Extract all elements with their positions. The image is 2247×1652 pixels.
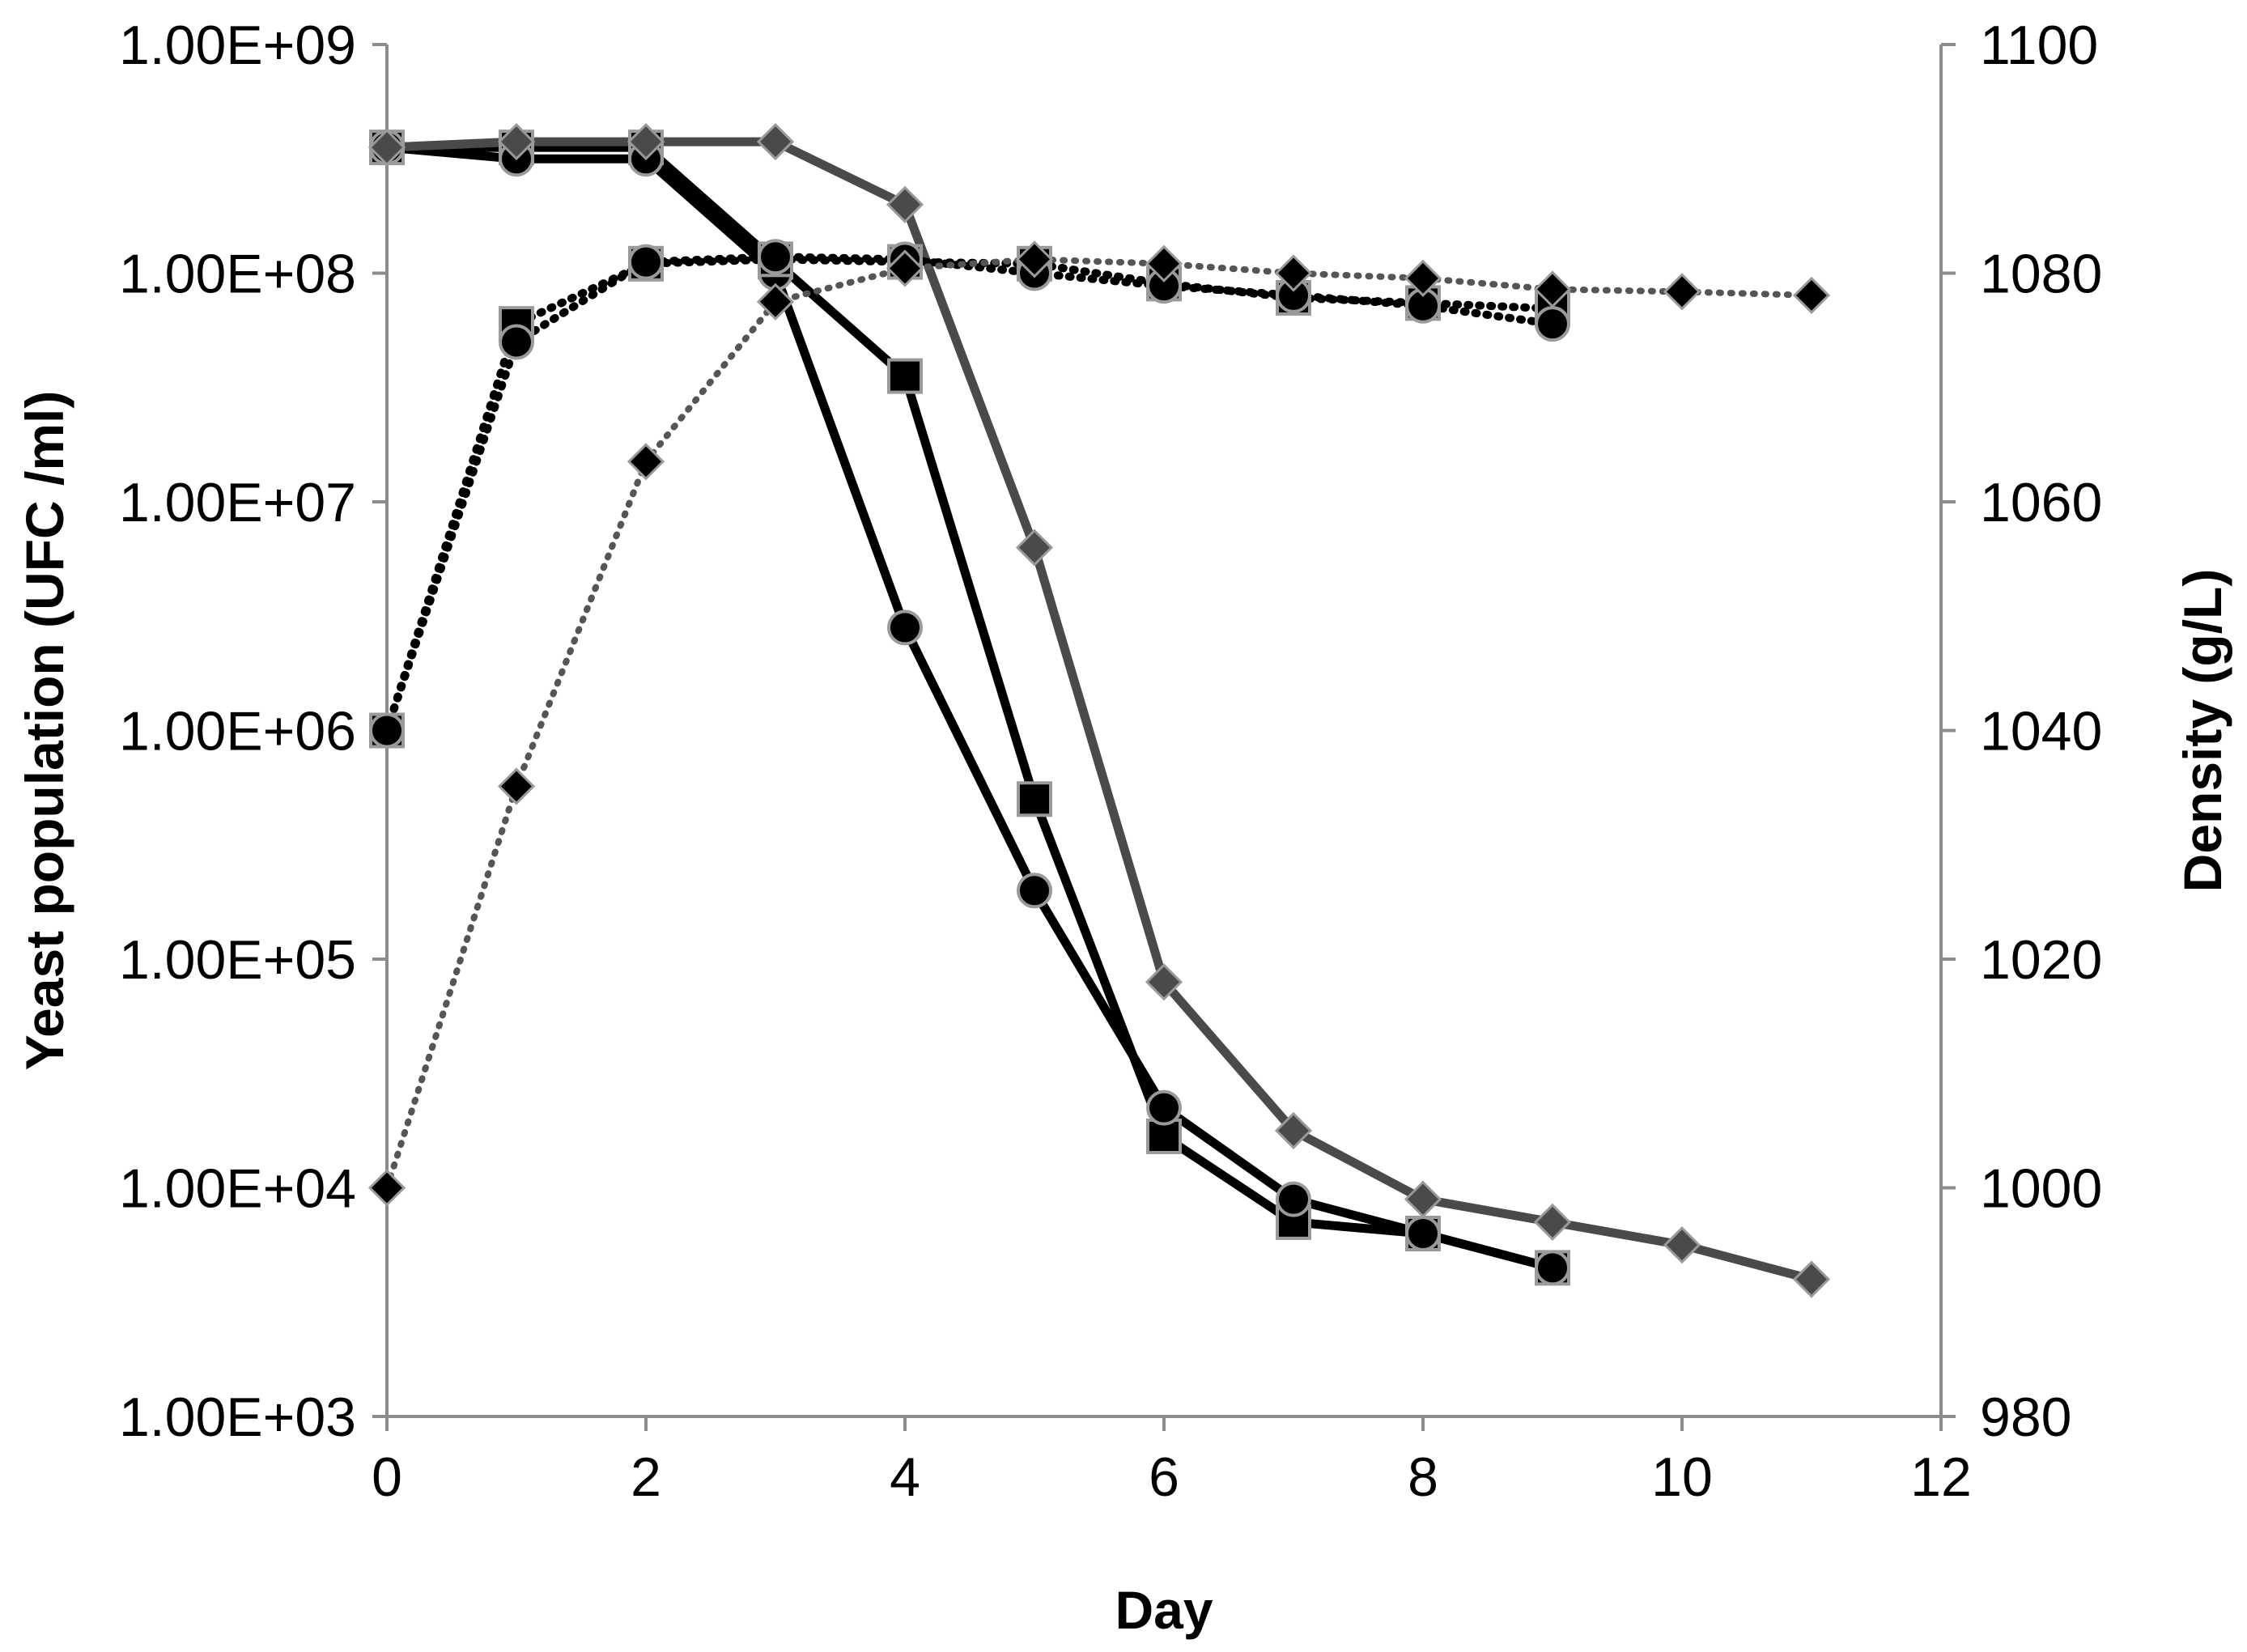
circle-marker bbox=[887, 609, 923, 646]
diamond-marker bbox=[886, 185, 924, 223]
y-tick-label: 1.00E+07 bbox=[119, 472, 356, 533]
tick-labels-layer: 0 2 4 6 8 10 12 1.00E+03 1.00E+04 1.00E+05 1.00E+0… bbox=[119, 15, 2102, 1508]
circle-marker bbox=[499, 324, 534, 360]
series-line-4 bbox=[383, 253, 1557, 735]
y-tick-label: 1.00E+09 bbox=[119, 15, 356, 76]
series-line-3 bbox=[383, 255, 1557, 735]
circle-marker bbox=[628, 244, 664, 280]
diamond-marker bbox=[367, 129, 406, 167]
diamond-marker bbox=[1792, 276, 1831, 314]
x-tick-label: 0 bbox=[372, 1446, 402, 1508]
diamond-marker bbox=[497, 122, 536, 161]
y-tick-label: 1.00E+05 bbox=[119, 929, 356, 991]
circle-marker bbox=[1405, 1216, 1441, 1251]
square-marker bbox=[1017, 781, 1052, 818]
series-markers-layer bbox=[367, 122, 1831, 1298]
y2-tick-label: 1080 bbox=[1980, 244, 2102, 305]
y-tick-label: 1.00E+06 bbox=[119, 701, 356, 762]
circle-marker bbox=[1276, 1181, 1311, 1217]
diamond-marker bbox=[1792, 1260, 1831, 1298]
diamond-marker bbox=[756, 282, 795, 321]
y-tick-label: 1.00E+03 bbox=[119, 1387, 356, 1448]
diamond-marker bbox=[1663, 273, 1701, 311]
diamond-marker bbox=[627, 443, 665, 481]
y2-tick-label: 1020 bbox=[1980, 929, 2102, 991]
y2-axis-title: Density (g/L) bbox=[2173, 569, 2232, 893]
x-tick-label: 4 bbox=[890, 1446, 920, 1508]
series-lines-layer bbox=[383, 137, 1815, 1284]
series-line-0 bbox=[387, 142, 1554, 1272]
diamond-marker bbox=[756, 122, 795, 161]
x-tick-label: 6 bbox=[1149, 1446, 1179, 1508]
x-tick-label: 8 bbox=[1408, 1446, 1438, 1508]
y-tick-label: 1.00E+08 bbox=[119, 244, 356, 305]
diamond-marker bbox=[1274, 254, 1313, 292]
diamond-marker bbox=[1404, 1180, 1442, 1218]
y2-tick-label: 980 bbox=[1980, 1387, 2071, 1448]
diamond-marker bbox=[1533, 1203, 1572, 1241]
y2-tick-label: 1000 bbox=[1980, 1158, 2102, 1220]
diamond-marker bbox=[1015, 240, 1054, 278]
diamond-marker bbox=[1404, 259, 1442, 297]
x-axis-title: Day bbox=[1115, 1580, 1213, 1640]
x-tick-label: 2 bbox=[631, 1446, 661, 1508]
series-line-5 bbox=[384, 256, 1815, 1191]
y2-tick-label: 1100 bbox=[1980, 15, 2098, 76]
series-line-2 bbox=[386, 137, 1813, 1284]
square-marker bbox=[887, 358, 923, 394]
y-tick-label: 1.00E+04 bbox=[119, 1158, 356, 1220]
diamond-marker bbox=[1663, 1226, 1701, 1264]
circle-marker bbox=[758, 239, 793, 275]
y-axis-title: Yeast population (UFC /ml) bbox=[15, 391, 74, 1071]
circle-marker bbox=[1146, 1089, 1182, 1126]
diamond-marker bbox=[367, 1169, 406, 1207]
diamond-marker bbox=[1145, 963, 1183, 1001]
circle-marker bbox=[1535, 306, 1570, 342]
circle-marker bbox=[369, 712, 405, 749]
diamond-marker bbox=[1533, 270, 1572, 308]
axis-titles-layer: Day Yeast population (UFC /ml) Density (… bbox=[15, 391, 2232, 1640]
circle-marker bbox=[1535, 1250, 1570, 1286]
diamond-marker bbox=[1015, 529, 1054, 567]
diamond-marker bbox=[627, 122, 665, 161]
diamond-marker bbox=[1145, 244, 1183, 282]
diamond-marker bbox=[497, 767, 536, 805]
y2-tick-label: 1040 bbox=[1980, 701, 2102, 762]
diamond-marker bbox=[1274, 1111, 1313, 1149]
x-tick-label: 10 bbox=[1651, 1446, 1713, 1508]
y2-tick-label: 1060 bbox=[1980, 472, 2102, 533]
series-line-1 bbox=[386, 142, 1554, 1272]
diamond-marker bbox=[886, 249, 924, 287]
x-tick-label: 12 bbox=[1910, 1446, 1972, 1508]
circle-marker bbox=[1017, 873, 1052, 909]
